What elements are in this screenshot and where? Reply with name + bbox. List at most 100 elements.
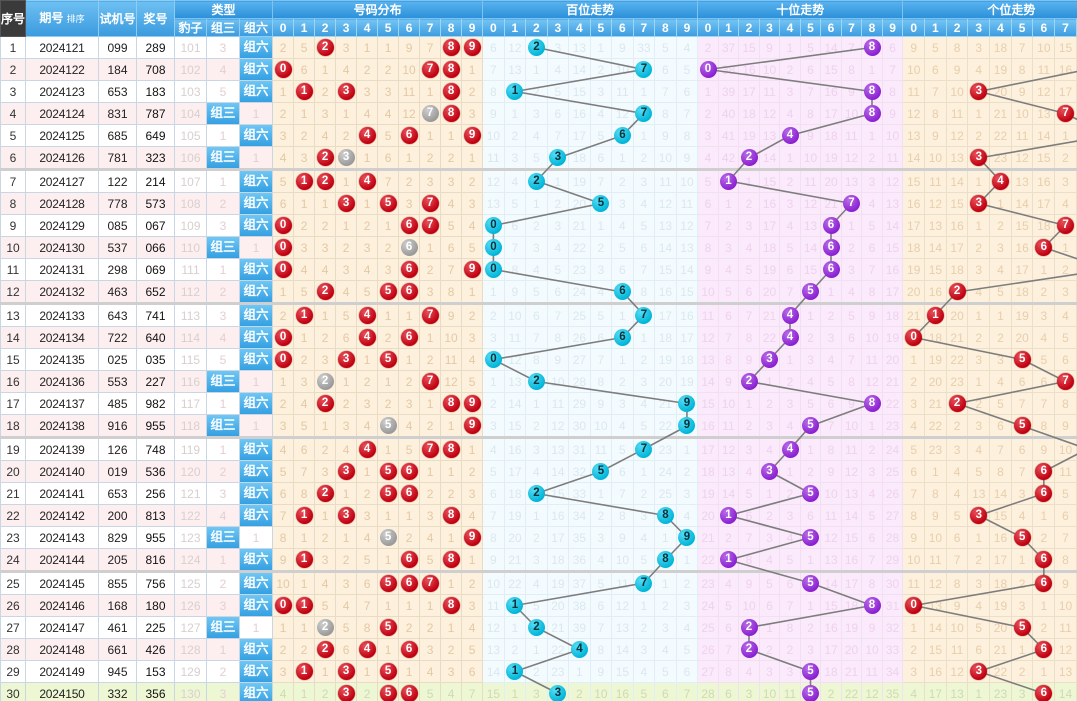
cell-dist-7[interactable]: 5 [419,548,442,573]
cell-units-6[interactable]: 2 [1032,280,1056,305]
cell-hundreds-1[interactable]: 3 [503,146,527,171]
cell-hundreds-3[interactable]: 6 [546,280,570,305]
cell-tens-8[interactable]: 12 [861,682,883,701]
table-row[interactable]: 14 2024134 722 640 114 4 组六 0 1 2 6 4 2 6 1 10 3 3 11 7 8 26 6… [0,326,1077,349]
cell-hundreds-8[interactable]: 19 [654,348,677,371]
cell-tens-5[interactable]: 15 [799,258,822,281]
cell-units-1[interactable]: 8 [924,102,947,125]
cell-tens-7[interactable]: 7 [840,348,863,371]
cell-hundreds-1[interactable]: 7 [503,236,527,259]
cell-hundreds-4[interactable]: 21 [568,214,591,237]
cell-dist-7[interactable]: 2 [419,348,442,371]
cell-dist-3[interactable]: 4 [335,594,358,617]
cell-dist-7[interactable]: 7 [419,36,442,59]
cell-units-2[interactable]: 12 [945,660,969,683]
cell-dist-5[interactable]: 5 [377,571,400,595]
cell-hundreds-3[interactable]: 10 [546,370,570,393]
cell-units-7[interactable]: 17 [1054,80,1077,103]
cell-units-7[interactable]: 11 [1054,616,1077,639]
cell-dist-5[interactable]: 5 [377,660,400,683]
cell-hundreds-1[interactable]: 2 [503,638,527,661]
cell-units-5[interactable]: 12 [1010,146,1034,171]
cell-dist-3[interactable]: 1 [335,526,358,549]
cell-units-5[interactable]: 5 [1010,348,1034,371]
cell-dist-5[interactable]: 1 [377,303,400,327]
cell-dist-7[interactable]: 2 [419,482,442,505]
cell-units-0[interactable]: 7 [902,482,926,505]
cell-hundreds-7[interactable]: 5 [632,682,656,701]
cell-hundreds-2[interactable]: 3 [525,437,548,461]
cell-dist-8[interactable]: 8 [440,36,463,59]
cell-tens-3[interactable]: 9 [758,36,781,59]
cell-hundreds-9[interactable]: 7 [675,682,699,701]
cell-hundreds-8[interactable]: 12 [654,192,677,215]
cell-dist-3[interactable]: 1 [335,214,358,237]
cell-dist-0[interactable]: 1 [272,370,295,393]
cell-dist-9[interactable]: 3 [461,326,484,349]
cell-tens-1[interactable]: 6 [717,682,740,701]
cell-hundreds-2[interactable]: 1 [525,58,548,81]
cell-units-2[interactable]: 5 [945,504,969,527]
cell-dist-0[interactable]: 7 [272,504,295,527]
cell-dist-9[interactable]: 1 [461,58,484,81]
cell-dist-1[interactable]: 6 [293,437,316,461]
cell-units-6[interactable]: 6 [1032,638,1056,661]
cell-dist-3[interactable]: 3 [335,504,358,527]
cell-dist-6[interactable]: 6 [398,638,421,661]
cell-tens-4[interactable]: 1 [779,460,801,483]
cell-dist-9[interactable]: 4 [461,616,484,639]
cell-hundreds-5[interactable]: 1 [589,36,613,59]
cell-dist-4[interactable]: 4 [356,437,379,461]
cell-dist-6[interactable]: 2 [398,526,421,549]
cell-units-1[interactable]: 1 [924,460,947,483]
cell-tens-2[interactable]: 8 [738,326,760,349]
cell-dist-2[interactable]: 4 [314,571,337,595]
cell-dist-1[interactable]: 1 [293,169,316,193]
cell-hundreds-5[interactable]: 5 [589,303,613,327]
cell-units-4[interactable]: 6 [989,414,1012,439]
cell-hundreds-2[interactable]: 6 [525,303,548,327]
cell-dist-0[interactable]: 8 [272,526,295,549]
cell-tens-2[interactable]: 9 [738,348,760,371]
cell-dist-4[interactable]: 6 [356,571,379,595]
cell-tens-2[interactable]: 9 [738,571,760,595]
cell-hundreds-8[interactable]: 8 [654,504,677,527]
cell-hundreds-8[interactable]: 5 [654,660,677,683]
cell-dist-6[interactable]: 3 [398,192,421,215]
cell-hundreds-7[interactable]: 7 [632,102,656,125]
cell-hundreds-0[interactable]: 3 [482,326,505,349]
cell-tens-0[interactable]: 14 [697,370,719,393]
cell-units-4[interactable]: 21 [989,638,1012,661]
cell-tens-0[interactable]: 28 [697,682,719,701]
cell-dist-9[interactable]: 7 [461,682,484,701]
cell-dist-8[interactable]: 9 [440,303,463,327]
cell-units-3[interactable]: 2 [967,236,991,259]
cell-tens-9[interactable]: 35 [881,682,904,701]
cell-units-2[interactable]: 11 [945,638,969,661]
cell-hundreds-3[interactable]: 9 [546,348,570,371]
cell-dist-0[interactable]: 3 [272,660,295,683]
cell-dist-3[interactable]: 3 [335,660,358,683]
cell-dist-1[interactable]: 2 [293,214,316,237]
cell-hundreds-9[interactable]: 2 [675,460,699,483]
cell-hundreds-1[interactable]: 1 [503,682,527,701]
cell-units-4[interactable]: 16 [989,526,1012,549]
cell-units-0[interactable]: 9 [902,526,926,549]
cell-hundreds-1[interactable]: 1 [503,102,527,125]
cell-tens-9[interactable]: 9 [881,102,904,125]
cell-tens-1[interactable]: 39 [717,80,740,103]
cell-tens-2[interactable]: 7 [738,303,760,327]
cell-dist-1[interactable]: 4 [293,392,316,415]
cell-dist-8[interactable]: 2 [440,482,463,505]
cell-units-1[interactable]: 17 [924,682,947,701]
cell-units-6[interactable]: 5 [1032,348,1056,371]
cell-units-0[interactable]: 3 [902,392,926,415]
cell-units-2[interactable]: 3 [945,437,969,461]
cell-dist-7[interactable]: 2 [419,258,442,281]
cell-dist-6[interactable]: 1 [398,348,421,371]
cell-dist-3[interactable]: 1 [335,169,358,193]
cell-dist-0[interactable]: 0 [272,236,295,259]
cell-tens-0[interactable]: 22 [697,548,719,573]
cell-hundreds-7[interactable]: 1 [632,594,656,617]
cell-hundreds-5[interactable]: 5 [589,571,613,595]
